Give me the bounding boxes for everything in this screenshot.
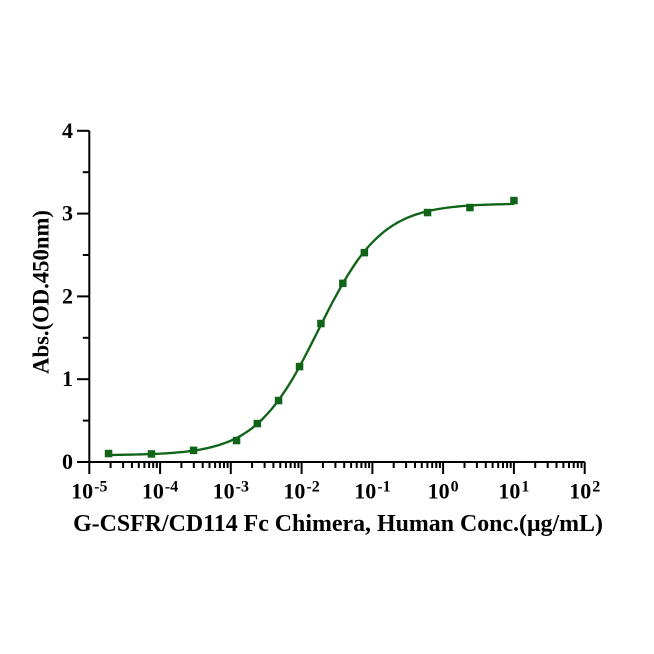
svg-text:4: 4	[62, 118, 73, 143]
svg-text:101: 101	[498, 479, 529, 504]
svg-text:1: 1	[62, 366, 73, 391]
svg-text:10-4: 10-4	[142, 479, 178, 504]
svg-text:10-1: 10-1	[354, 479, 390, 504]
svg-text:100: 100	[428, 479, 459, 504]
svg-text:G-CSFR/CD114 Fc Chimera, Human: G-CSFR/CD114 Fc Chimera, Human Conc.(μg/…	[73, 511, 603, 537]
svg-text:Abs.(OD.450nm): Abs.(OD.450nm)	[29, 210, 54, 374]
svg-text:3: 3	[62, 201, 73, 226]
svg-text:10-3: 10-3	[213, 479, 249, 504]
svg-text:2: 2	[62, 283, 73, 308]
svg-text:0: 0	[62, 449, 73, 474]
svg-text:10-2: 10-2	[283, 479, 319, 504]
svg-text:10-5: 10-5	[71, 479, 107, 504]
svg-text:102: 102	[569, 479, 600, 504]
